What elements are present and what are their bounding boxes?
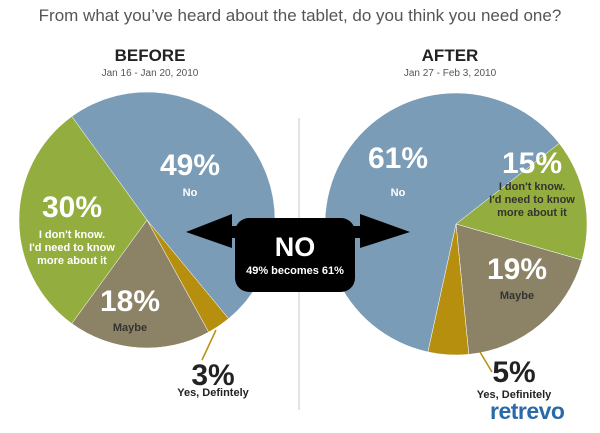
slice-percent-label: 15% [502, 147, 562, 180]
page-title: From what you’ve heard about the tablet,… [38, 6, 562, 25]
callout-box [235, 218, 355, 292]
pie-slice [455, 223, 583, 355]
pie-slice [71, 219, 209, 349]
slice-category-label: I'd need to know [29, 242, 115, 254]
callout-headline: NO [275, 232, 316, 262]
slice-category-label: Yes, Defintely [177, 387, 249, 399]
leader-line [201, 329, 217, 361]
leader-line [479, 351, 493, 373]
before-chart-title: BEFORE [114, 46, 186, 65]
after-chart-title: AFTER [421, 46, 479, 65]
pie-slice [18, 116, 148, 324]
after-chart-subtitle: Jan 27 - Feb 3, 2010 [403, 68, 497, 79]
before-pie: 49% No 3%Yes, Defintely 18% Maybe 30% I don't … [18, 91, 276, 399]
slice-category-label: No [391, 187, 406, 199]
slice-category-label: more about it [497, 207, 567, 219]
slice-percent-label: 5% [492, 356, 535, 389]
slice-category-label: more about it [37, 255, 107, 267]
slice-percent-label: 61% [368, 142, 428, 175]
slice-percent-label: 49% [160, 149, 220, 182]
slice-percent-label: 3% [191, 359, 234, 392]
brand-logo: retrevo [490, 398, 565, 425]
slice-category-label: I'd need to know [489, 194, 575, 206]
slice-category-label: Yes, Definitely [477, 389, 552, 401]
pie-slice [455, 142, 588, 261]
slice-percent-label: 18% [100, 285, 160, 318]
before-chart-subtitle: Jan 16 - Jan 20, 2010 [101, 68, 199, 79]
slice-category-label: Maybe [113, 322, 147, 334]
brand-logo-text: retrevo [490, 398, 565, 424]
slice-percent-label: 19% [487, 253, 547, 286]
slice-category-label: I don't know. [499, 181, 565, 193]
slice-category-label: No [183, 187, 198, 199]
callout-detail: 49% becomes 61% [246, 265, 344, 277]
pie-slice [324, 92, 560, 353]
callout: NO 49% becomes 61% [186, 214, 410, 292]
slice-percent-label: 30% [42, 191, 102, 224]
slice-category-label: I don't know. [39, 229, 105, 241]
slice-category-label: Maybe [500, 290, 534, 302]
